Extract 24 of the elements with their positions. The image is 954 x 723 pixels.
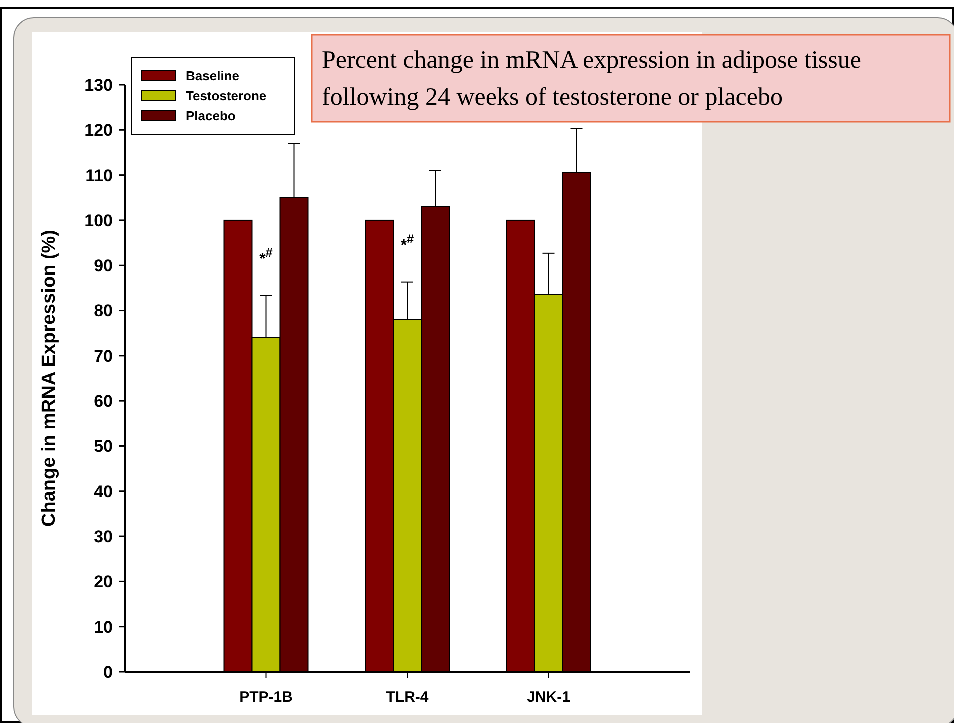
annotation: *$^{#}$ — [260, 244, 273, 268]
y-tick-label: 30 — [94, 527, 113, 546]
y-tick-label: 80 — [94, 302, 113, 321]
x-tick-label: JNK-1 — [527, 689, 570, 706]
y-tick-label: 10 — [94, 618, 113, 637]
y-tick-label: 130 — [84, 76, 113, 95]
y-tick-label: 0 — [104, 662, 113, 682]
y-tick-label: 70 — [94, 346, 113, 366]
y-tick-label: 50 — [94, 437, 113, 456]
chart-title: Percent change in mRNA expression in adipose tissue following 24 weeks of testosterone or placebo — [322, 47, 862, 111]
legend-label: Placebo — [186, 108, 236, 124]
y-axis-title: Change in mRNA Expression (%) — [39, 230, 60, 528]
y-tick-label: 60 — [94, 392, 113, 412]
x-tick-label: PTP-1B — [240, 689, 294, 706]
y-tick-label: 40 — [94, 482, 113, 502]
y-tick-label: 100 — [84, 211, 113, 230]
annotation: *$^{#}$ — [400, 230, 414, 254]
y-tick-label: 110 — [86, 166, 113, 186]
legend-label: Baseline — [186, 68, 240, 84]
y-tick-label: 90 — [94, 256, 113, 276]
y-tick-label: 120 — [84, 121, 113, 140]
x-tick-label: TLR-4 — [386, 689, 430, 706]
legend-label: Testosterone — [186, 88, 267, 104]
y-tick-label: 20 — [94, 572, 113, 592]
